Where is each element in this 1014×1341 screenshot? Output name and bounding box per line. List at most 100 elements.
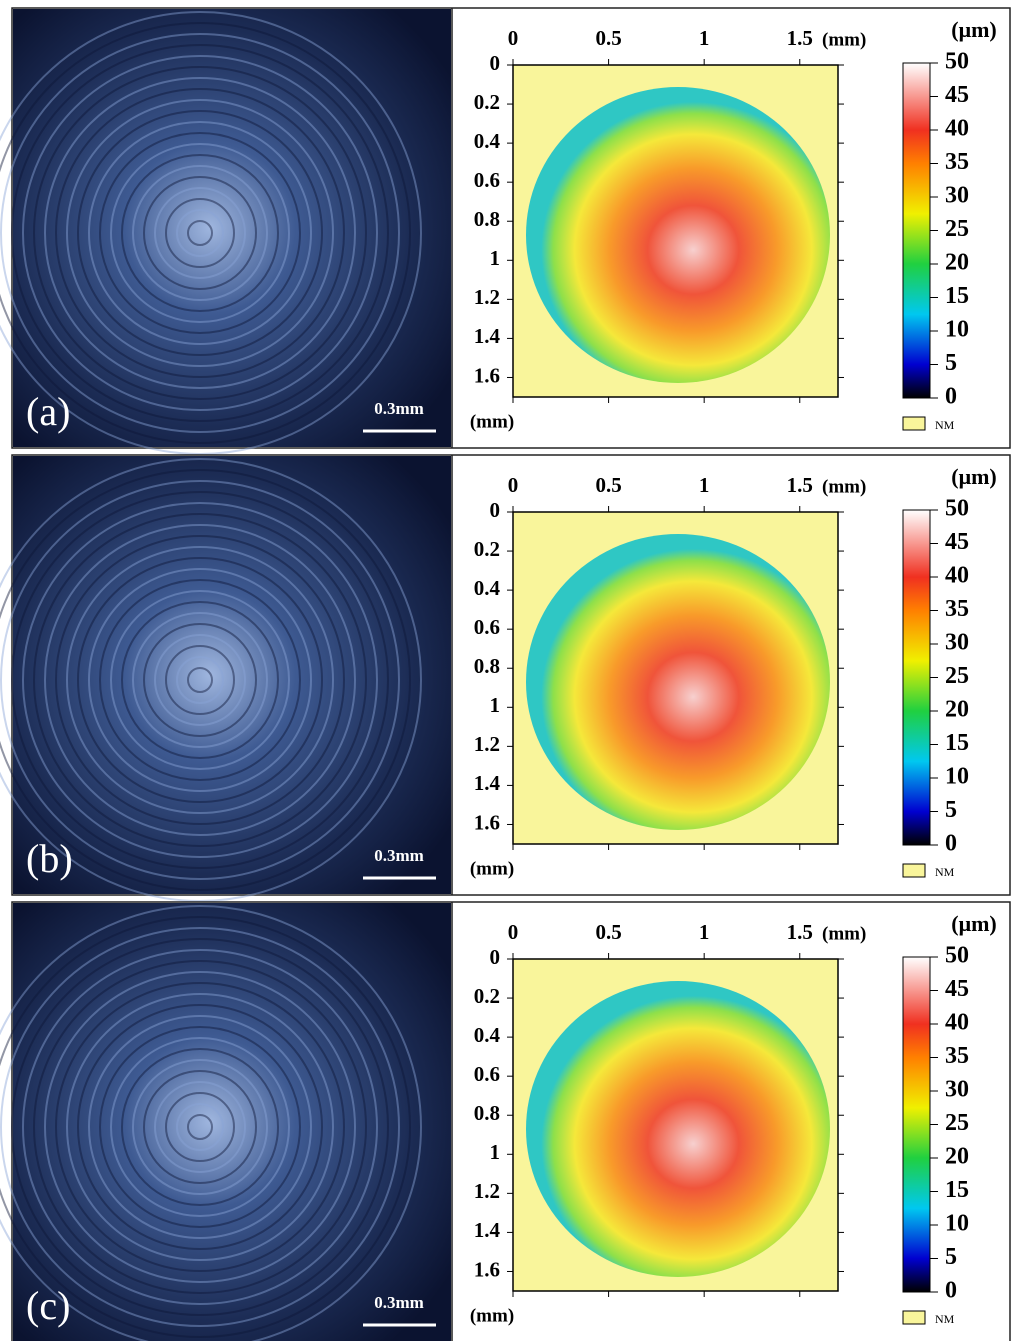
colorbar-tick-label: 30 — [945, 630, 969, 656]
colorbar-tick-label: 30 — [945, 1077, 969, 1103]
colorbar-tick-label: 25 — [945, 1110, 969, 1136]
legend-label: NM — [935, 1312, 955, 1326]
legend-swatch — [903, 1311, 925, 1324]
x-tick-label: 0 — [508, 26, 519, 50]
x-unit: (mm) — [822, 476, 866, 497]
y-tick-label: 0.2 — [474, 984, 500, 1008]
y-tick-label: 0.8 — [474, 654, 500, 678]
colorbar-tick-label: 20 — [945, 1144, 969, 1170]
y-tick-label: 1.6 — [474, 810, 500, 834]
x-tick-label: 1 — [699, 473, 710, 497]
colorbar-tick-label: 0 — [945, 831, 957, 857]
legend-swatch — [903, 864, 925, 877]
colorbar-tick-label: 10 — [945, 1211, 969, 1237]
x-tick-label: 1.5 — [787, 920, 813, 944]
colorbar-tick-label: 15 — [945, 1177, 969, 1203]
colorbar-tick-label: 20 — [945, 250, 969, 276]
legend-label: NM — [935, 418, 955, 432]
heatmap-surface — [526, 981, 830, 1277]
y-tick-label: 0.8 — [474, 1101, 500, 1125]
y-tick-label: 1.2 — [474, 732, 500, 756]
colorbar-tick-label: 40 — [945, 1010, 969, 1036]
y-tick-label: 1 — [490, 246, 501, 270]
colorbar-tick-label: 35 — [945, 149, 969, 175]
colorbar-tick-label: 50 — [945, 943, 969, 969]
y-tick-label: 1.4 — [474, 771, 501, 795]
y-tick-label: 1.4 — [474, 1218, 501, 1242]
legend-swatch — [903, 417, 925, 430]
y-tick-label: 1.6 — [474, 1257, 500, 1281]
y-tick-label: 1.2 — [474, 285, 500, 309]
colorbar-tick-label: 30 — [945, 183, 969, 209]
heatmap-surface — [526, 87, 830, 383]
y-tick-label: 0.6 — [474, 168, 500, 192]
figure: (a) 0.3mm 0 0.5 1 1.5 (mm) 0 0.2 0.4 0.6 0.8 1 1.2 1.4… — [0, 0, 1014, 1341]
colorbar-tick-label: 25 — [945, 216, 969, 242]
colorbar-tick-label: 15 — [945, 283, 969, 309]
colorbar-tick-label: 25 — [945, 663, 969, 689]
y-tick-label: 0.2 — [474, 537, 500, 561]
x-tick-label: 0.5 — [595, 473, 621, 497]
y-tick-label: 0 — [490, 498, 501, 522]
scale-bar-label: 0.3mm — [374, 1293, 424, 1312]
colorbar-tick-label: 10 — [945, 764, 969, 790]
scale-bar-label: 0.3mm — [374, 846, 424, 865]
colorbar-unit: (μm) — [951, 911, 996, 936]
x-tick-label: 0.5 — [595, 26, 621, 50]
panel-label: (c) — [26, 1283, 70, 1328]
x-tick-label: 1.5 — [787, 473, 813, 497]
y-tick-label: 0.4 — [474, 1023, 501, 1047]
x-tick-label: 1.5 — [787, 26, 813, 50]
colorbar-tick-label: 50 — [945, 496, 969, 522]
y-unit: (mm) — [470, 858, 514, 879]
y-tick-label: 0.8 — [474, 207, 500, 231]
y-unit: (mm) — [470, 411, 514, 432]
colorbar — [903, 510, 930, 845]
scale-bar-label: 0.3mm — [374, 399, 424, 418]
legend-label: NM — [935, 865, 955, 879]
panel-label: (b) — [26, 836, 73, 881]
colorbar-tick-label: 45 — [945, 529, 969, 555]
y-tick-label: 1 — [490, 1140, 501, 1164]
x-tick-label: 0.5 — [595, 920, 621, 944]
y-tick-label: 0.6 — [474, 615, 500, 639]
colorbar-tick-label: 5 — [945, 350, 957, 376]
colorbar — [903, 63, 930, 398]
colorbar-unit: (μm) — [951, 464, 996, 489]
colorbar-tick-label: 40 — [945, 116, 969, 142]
y-tick-label: 0.4 — [474, 129, 501, 153]
x-unit: (mm) — [822, 923, 866, 944]
y-tick-label: 0.6 — [474, 1062, 500, 1086]
y-tick-label: 1.4 — [474, 324, 501, 348]
y-tick-label: 0 — [490, 945, 501, 969]
y-tick-label: 0.2 — [474, 90, 500, 114]
x-tick-label: 0 — [508, 920, 519, 944]
x-tick-label: 0 — [508, 473, 519, 497]
colorbar-tick-label: 0 — [945, 384, 957, 410]
y-unit: (mm) — [470, 1305, 514, 1326]
colorbar-tick-label: 35 — [945, 596, 969, 622]
colorbar-tick-label: 35 — [945, 1043, 969, 1069]
colorbar-tick-label: 5 — [945, 797, 957, 823]
y-tick-label: 0 — [490, 51, 501, 75]
x-tick-label: 1 — [699, 920, 710, 944]
colorbar-tick-label: 40 — [945, 563, 969, 589]
y-tick-label: 0.4 — [474, 576, 501, 600]
colorbar-tick-label: 15 — [945, 730, 969, 756]
colorbar-unit: (μm) — [951, 17, 996, 42]
y-tick-label: 1.2 — [474, 1179, 500, 1203]
colorbar-tick-label: 5 — [945, 1244, 957, 1270]
y-tick-label: 1 — [490, 693, 501, 717]
x-unit: (mm) — [822, 29, 866, 50]
colorbar-tick-label: 45 — [945, 82, 969, 108]
y-tick-label: 1.6 — [474, 363, 500, 387]
colorbar-tick-label: 45 — [945, 976, 969, 1002]
colorbar-tick-label: 0 — [945, 1278, 957, 1304]
colorbar-tick-label: 10 — [945, 317, 969, 343]
panel-label: (a) — [26, 389, 70, 434]
colorbar-tick-label: 20 — [945, 697, 969, 723]
colorbar — [903, 957, 930, 1292]
colorbar-tick-label: 50 — [945, 49, 969, 75]
heatmap-surface — [526, 534, 830, 830]
x-tick-label: 1 — [699, 26, 710, 50]
